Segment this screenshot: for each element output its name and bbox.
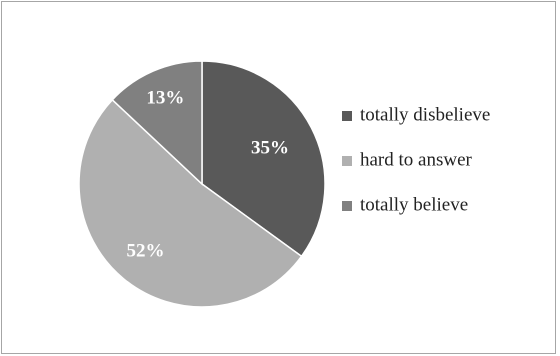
- legend-swatch-hard-to-answer: [342, 156, 352, 166]
- pie-slice-totally-believe: [111, 60, 203, 186]
- legend-label-hard-to-answer: hard to answer: [360, 149, 473, 170]
- pie-slice-totally-disbelieve: [201, 60, 326, 258]
- legend-swatch-totally-believe: [342, 201, 352, 211]
- pie-slices: [78, 60, 326, 308]
- legend-label-totally-disbelieve: totally disbelieve: [360, 104, 490, 125]
- legend-label-totally-believe: totally believe: [360, 194, 468, 215]
- pie-slice-hard-to-answer: [78, 98, 303, 308]
- pie-slice-labels: 35% 52% 13%: [127, 88, 289, 262]
- legend-swatch-totally-disbelieve: [342, 111, 352, 121]
- slice-label-totally-believe: 13%: [146, 88, 184, 109]
- legend: totally disbelieve hard to answer totally …: [342, 104, 490, 215]
- slice-label-hard-to-answer: 52%: [127, 241, 165, 262]
- slice-label-totally-disbelieve: 35%: [251, 138, 289, 159]
